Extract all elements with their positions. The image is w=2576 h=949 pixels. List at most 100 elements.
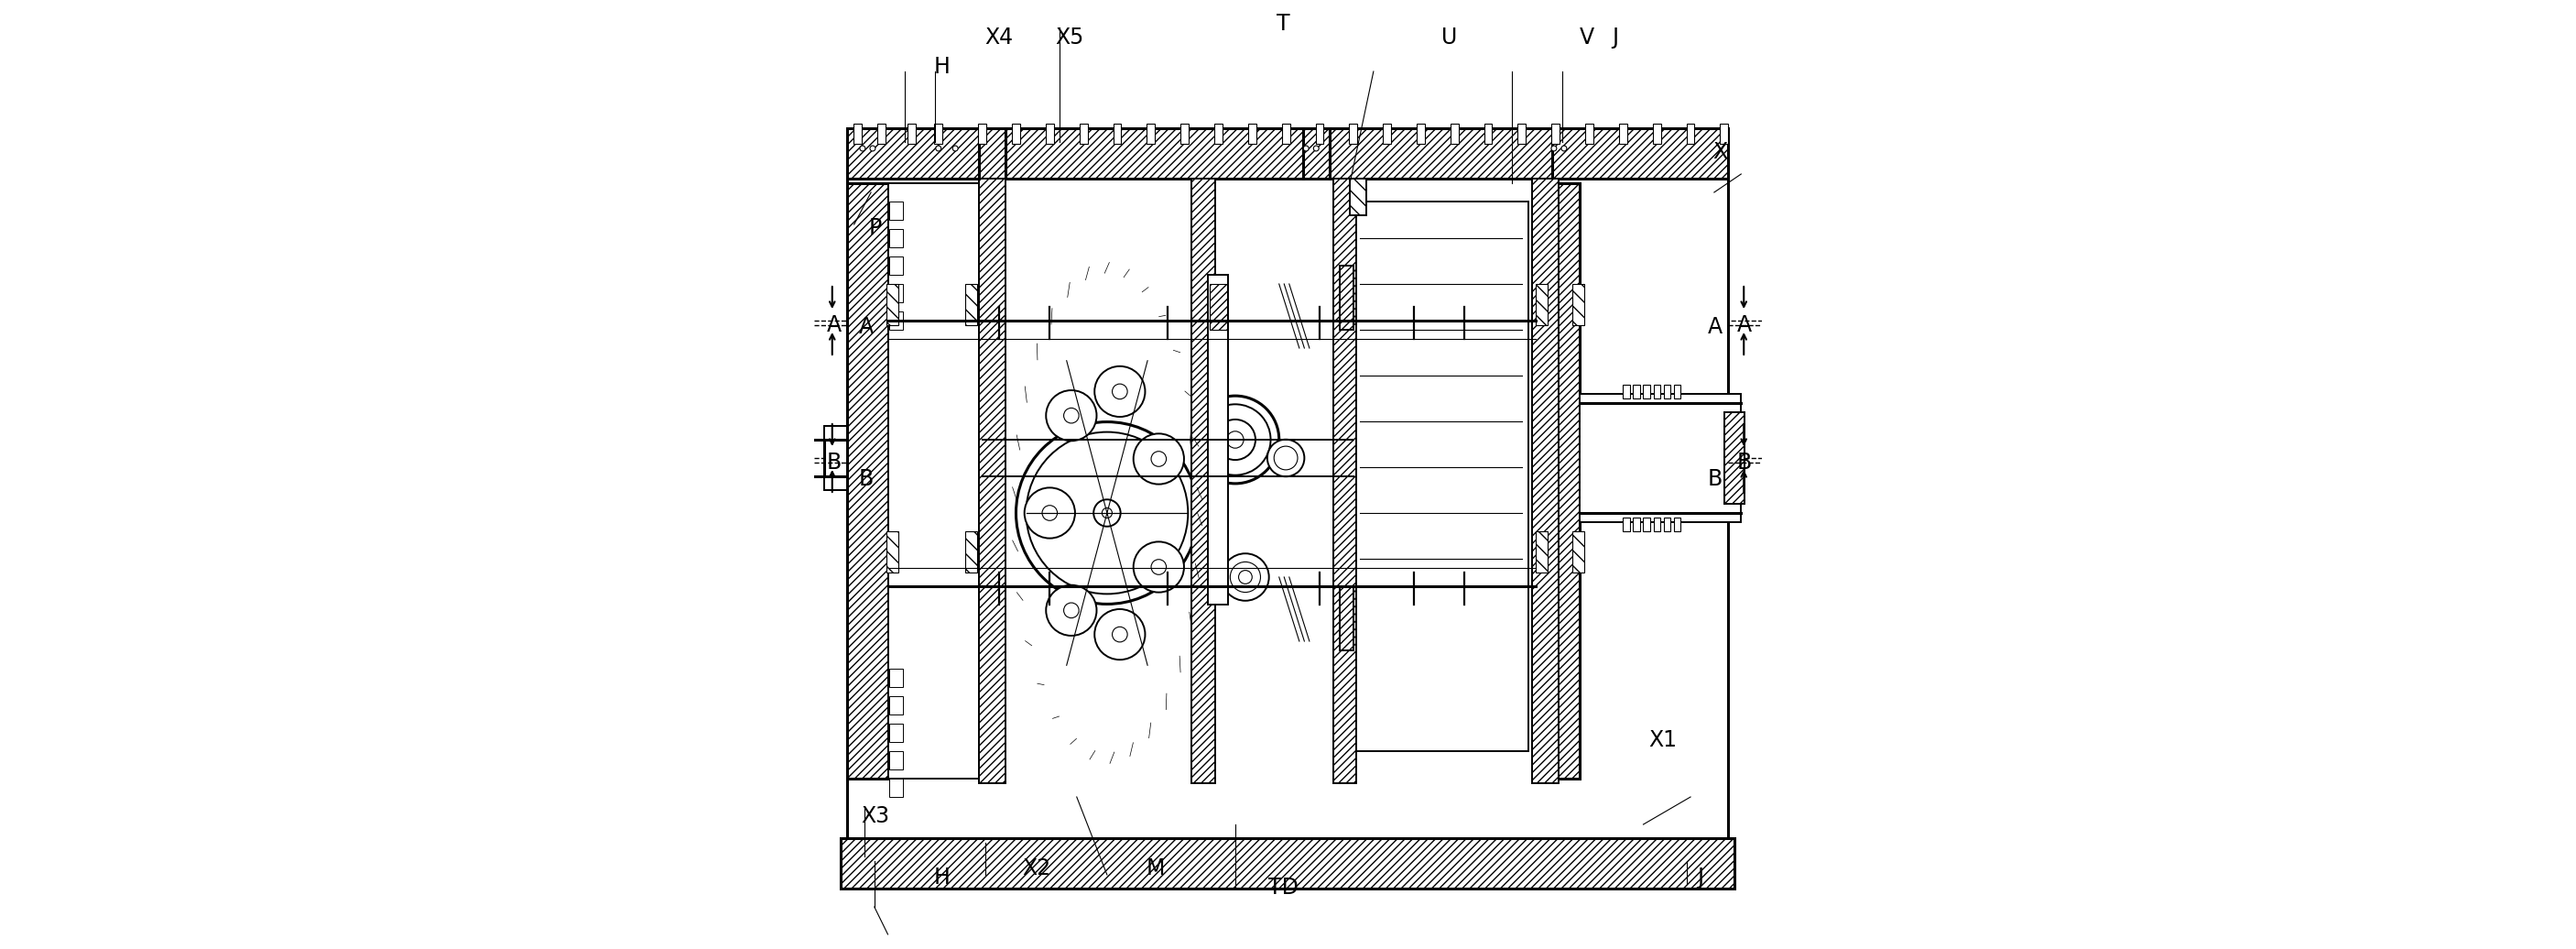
Circle shape xyxy=(871,146,876,151)
Bar xyxy=(1012,123,1020,144)
Circle shape xyxy=(1025,432,1188,594)
Circle shape xyxy=(1200,404,1270,475)
Bar xyxy=(1383,123,1391,144)
Bar xyxy=(1535,183,1579,778)
Text: X3: X3 xyxy=(860,805,889,828)
Bar xyxy=(1350,178,1368,215)
Circle shape xyxy=(935,146,940,151)
Circle shape xyxy=(953,146,958,151)
Circle shape xyxy=(1226,431,1244,448)
Bar xyxy=(979,123,987,144)
Bar xyxy=(1723,412,1744,504)
Circle shape xyxy=(1151,452,1167,467)
Bar xyxy=(1584,123,1595,144)
Bar xyxy=(848,128,979,178)
Bar xyxy=(889,752,904,770)
Circle shape xyxy=(1190,396,1280,484)
Bar xyxy=(889,229,904,248)
Bar xyxy=(1316,123,1324,144)
Circle shape xyxy=(1095,609,1146,660)
Bar xyxy=(876,123,886,144)
Bar xyxy=(1643,517,1651,531)
Bar xyxy=(848,183,889,778)
Bar xyxy=(907,123,914,144)
Bar xyxy=(889,697,904,715)
Bar xyxy=(1633,384,1641,399)
Circle shape xyxy=(1314,146,1319,151)
Bar xyxy=(889,778,904,797)
Text: H: H xyxy=(933,55,951,78)
Bar xyxy=(966,531,976,572)
Bar xyxy=(1303,128,1329,178)
Bar xyxy=(1180,123,1188,144)
Bar xyxy=(1664,517,1669,531)
Text: TD: TD xyxy=(1267,876,1298,899)
Bar xyxy=(1113,123,1121,144)
Bar xyxy=(1005,128,1303,178)
Text: J: J xyxy=(1698,866,1703,889)
Bar xyxy=(1623,384,1631,399)
Text: A: A xyxy=(1708,316,1723,339)
Bar xyxy=(1623,517,1631,531)
Circle shape xyxy=(1103,508,1113,518)
Bar xyxy=(979,128,1005,178)
Text: M: M xyxy=(1146,857,1164,880)
Bar xyxy=(889,311,904,329)
Circle shape xyxy=(1239,570,1252,584)
Text: X5: X5 xyxy=(1056,27,1084,49)
Circle shape xyxy=(1095,366,1146,417)
Bar xyxy=(1551,123,1558,144)
Bar xyxy=(966,284,976,326)
Bar xyxy=(889,724,904,742)
Bar xyxy=(1664,384,1669,399)
Circle shape xyxy=(1113,627,1128,642)
Bar xyxy=(1687,123,1695,144)
Circle shape xyxy=(1275,446,1298,470)
Bar xyxy=(1079,123,1087,144)
Circle shape xyxy=(1551,146,1556,151)
Bar xyxy=(1579,394,1741,522)
Circle shape xyxy=(1561,146,1566,151)
Bar xyxy=(1517,123,1525,144)
Bar xyxy=(1046,123,1054,144)
Bar xyxy=(1643,384,1651,399)
Bar xyxy=(1350,123,1358,144)
Circle shape xyxy=(1231,562,1260,592)
Bar xyxy=(1450,123,1458,144)
Text: B: B xyxy=(858,468,873,491)
Bar xyxy=(1340,266,1352,329)
Bar xyxy=(886,531,899,572)
Text: A: A xyxy=(827,314,842,336)
Bar xyxy=(1654,384,1659,399)
Circle shape xyxy=(1267,439,1303,476)
Circle shape xyxy=(1015,422,1198,605)
Bar xyxy=(1213,123,1224,144)
Circle shape xyxy=(1095,499,1121,527)
Bar xyxy=(1211,284,1226,329)
Bar xyxy=(1208,275,1229,605)
Text: P: P xyxy=(868,216,881,239)
Bar xyxy=(889,284,904,303)
Bar xyxy=(1535,284,1548,326)
Bar xyxy=(979,178,1005,783)
Bar xyxy=(1654,517,1659,531)
Circle shape xyxy=(1064,603,1079,618)
Bar xyxy=(935,123,943,144)
Bar xyxy=(840,838,1734,888)
Bar xyxy=(889,669,904,687)
Circle shape xyxy=(1064,408,1079,423)
Text: X4: X4 xyxy=(984,27,1012,49)
Circle shape xyxy=(1216,419,1255,460)
Bar xyxy=(1674,384,1680,399)
Bar xyxy=(1332,178,1358,783)
Text: A: A xyxy=(858,316,873,339)
Text: X: X xyxy=(1713,140,1726,163)
Circle shape xyxy=(860,146,866,151)
Circle shape xyxy=(1043,506,1056,521)
Bar xyxy=(853,123,860,144)
Bar xyxy=(1721,123,1728,144)
Text: B: B xyxy=(1708,468,1723,491)
Bar xyxy=(889,183,981,778)
Bar xyxy=(1553,128,1728,178)
Bar xyxy=(1674,517,1680,531)
